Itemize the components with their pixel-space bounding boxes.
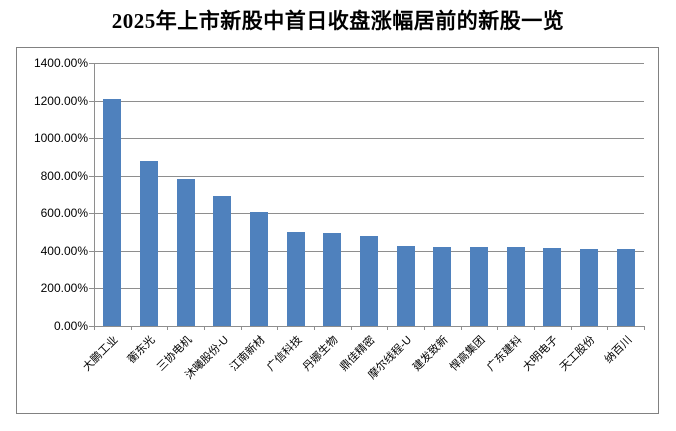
bar — [470, 246, 488, 326]
bar — [140, 161, 158, 326]
x-axis-tick — [497, 326, 499, 330]
y-axis-tick — [89, 175, 94, 177]
bar — [506, 246, 525, 326]
gridline — [94, 63, 644, 64]
gridline — [94, 175, 644, 177]
gridline — [94, 213, 644, 215]
x-axis-tick — [534, 326, 535, 330]
y-axis-tick — [89, 250, 94, 252]
x-axis-tick — [204, 326, 205, 330]
bar — [616, 248, 635, 326]
y-axis-tick-label: 200.00% — [40, 281, 88, 296]
bar — [396, 245, 415, 326]
bar — [176, 179, 195, 326]
y-axis-tick-label: 800.00% — [40, 168, 88, 183]
y-axis-tick — [89, 326, 94, 327]
bar — [213, 195, 232, 326]
y-axis-tick — [89, 100, 94, 102]
y-axis-tick — [89, 288, 94, 290]
x-axis-category-label: 大明电子 — [521, 334, 561, 374]
gridline — [94, 326, 644, 327]
y-axis-tick-label: 0.00% — [53, 319, 88, 333]
y-axis-tick-label: 400.00% — [40, 243, 88, 258]
y-axis-tick-label: 1400.00% — [33, 56, 88, 70]
y-axis-line — [94, 63, 95, 326]
y-axis-tick — [89, 138, 94, 140]
x-axis-tick — [424, 326, 425, 330]
x-axis-tick — [570, 326, 572, 330]
x-axis-category-label: 建发致新 — [411, 334, 451, 374]
y-axis-tick — [89, 63, 94, 64]
x-axis-tick — [387, 326, 389, 330]
gridline — [94, 100, 644, 102]
x-axis-tick — [240, 326, 242, 330]
x-axis-tick — [350, 326, 352, 330]
y-axis-tick-label: 600.00% — [40, 206, 88, 221]
y-axis-tick-label: 1000.00% — [33, 131, 88, 146]
x-axis-category-label: 广信科技 — [264, 334, 305, 374]
gridline — [94, 138, 644, 140]
bar — [286, 232, 305, 326]
x-axis-tick — [460, 326, 462, 330]
chart-frame: 0.00% 200.00% 400.00% 600.00% 800.00% 1000.00… — [16, 47, 659, 414]
x-axis-category-label: 广东建科 — [484, 334, 525, 374]
y-axis-tick-label: 1200.00% — [33, 93, 88, 108]
x-axis-category-label: 悍高集团 — [447, 334, 488, 374]
bar — [543, 247, 562, 326]
bar — [360, 236, 378, 326]
bar — [323, 232, 342, 326]
chart-title: 2025年上市新股中首日收盘涨幅居前的新股一览 — [111, 9, 565, 33]
x-axis-tick — [644, 326, 645, 330]
y-axis-tick — [89, 213, 94, 215]
bar — [103, 98, 122, 326]
x-axis-tick — [277, 326, 279, 330]
bar — [250, 212, 268, 326]
x-axis-tick — [94, 326, 95, 330]
x-axis-tick — [130, 326, 132, 330]
x-axis-category-label: 蘅东光 — [125, 334, 158, 366]
x-axis-category-label: 天工股份 — [557, 334, 598, 374]
x-axis-category-label: 纳百川 — [602, 334, 635, 366]
x-axis-category-label: 大鹏工业 — [81, 334, 121, 374]
x-axis-category-label: 江南新材 — [227, 334, 268, 374]
x-axis-category-label: 丹娜生物 — [301, 334, 341, 374]
x-axis-tick — [314, 326, 315, 330]
x-axis-tick — [607, 326, 609, 330]
x-axis-tick — [167, 326, 169, 330]
bar — [580, 248, 598, 326]
bar — [433, 246, 452, 326]
